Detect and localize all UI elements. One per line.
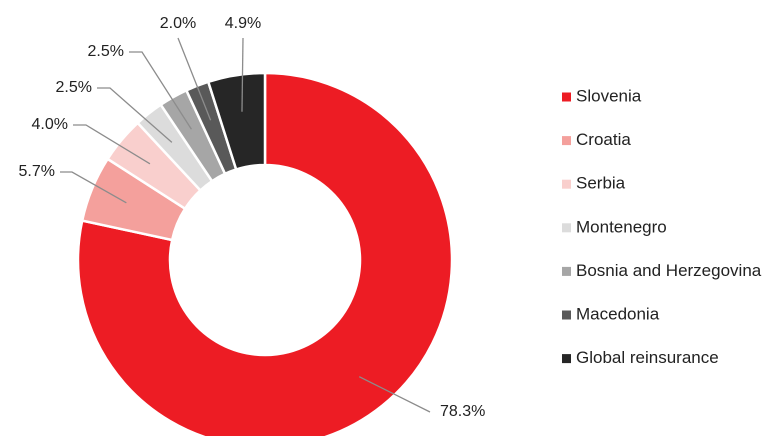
- legend-label: Croatia: [576, 130, 631, 149]
- legend-swatch: [562, 179, 571, 189]
- legend-swatch: [562, 310, 571, 320]
- legend-label: Serbia: [576, 174, 626, 193]
- data-label: 4.0%: [32, 116, 68, 133]
- legend-label: Montenegro: [576, 217, 667, 236]
- leader-line: [177, 37, 212, 121]
- data-label: 4.9%: [225, 15, 261, 32]
- legend-swatch: [562, 354, 571, 364]
- data-label: 5.7%: [19, 163, 55, 180]
- data-label: 78.3%: [440, 403, 485, 420]
- legend-swatch: [562, 92, 571, 102]
- legend-swatch: [562, 136, 571, 146]
- legend-label: Macedonia: [576, 304, 660, 323]
- data-label: 2.5%: [56, 79, 92, 96]
- legend-label: Slovenia: [576, 86, 642, 105]
- legend-swatch: [562, 266, 571, 276]
- legend-label: Global reinsurance: [576, 348, 719, 367]
- leader-line: [73, 124, 151, 165]
- data-label: 2.5%: [88, 43, 124, 60]
- leader-line: [60, 171, 127, 204]
- data-label: 2.0%: [160, 15, 196, 32]
- leader-line: [241, 37, 244, 112]
- donut-slice: [76, 71, 454, 436]
- leader-line: [129, 51, 192, 130]
- legend-label: Bosnia and Herzegovina: [576, 261, 762, 280]
- leader-line: [358, 376, 431, 413]
- donut-slice: [206, 71, 267, 172]
- leader-line: [97, 87, 173, 143]
- legend-swatch: [562, 223, 571, 233]
